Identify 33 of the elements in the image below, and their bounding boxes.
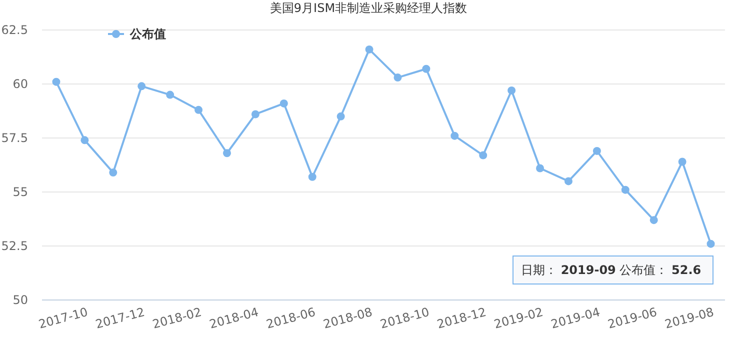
point — [194, 106, 203, 114]
point — [508, 86, 516, 94]
point — [308, 172, 316, 181]
point — [109, 168, 118, 177]
point — [280, 99, 288, 108]
point — [80, 136, 89, 144]
y-tick-label: 60 — [12, 77, 28, 91]
y-tick-label: 62.5 — [1, 23, 28, 37]
point — [394, 74, 402, 82]
point — [365, 45, 374, 54]
legend-label: 公布值 — [129, 27, 166, 41]
point — [706, 240, 715, 248]
point — [621, 186, 630, 194]
point — [52, 78, 60, 86]
point — [479, 151, 488, 160]
point — [251, 110, 260, 118]
y-tick-label: 57.5 — [1, 131, 28, 145]
point — [678, 158, 686, 166]
point — [592, 146, 601, 155]
point — [536, 164, 544, 172]
y-tick-label: 55 — [12, 185, 28, 199]
y-tick-label: 50 — [12, 293, 28, 307]
point — [422, 64, 430, 73]
point — [166, 90, 174, 99]
point — [336, 112, 345, 120]
point — [650, 216, 658, 224]
chart-title: 美国9月ISM非制造业采购经理人指数 — [270, 1, 468, 15]
annotation: 日期： 2019-09 公布值： 52.6 — [521, 263, 702, 277]
point — [222, 149, 231, 158]
point — [450, 132, 459, 140]
point — [564, 177, 572, 186]
y-tick-label: 52.5 — [1, 239, 28, 253]
point — [138, 82, 146, 90]
